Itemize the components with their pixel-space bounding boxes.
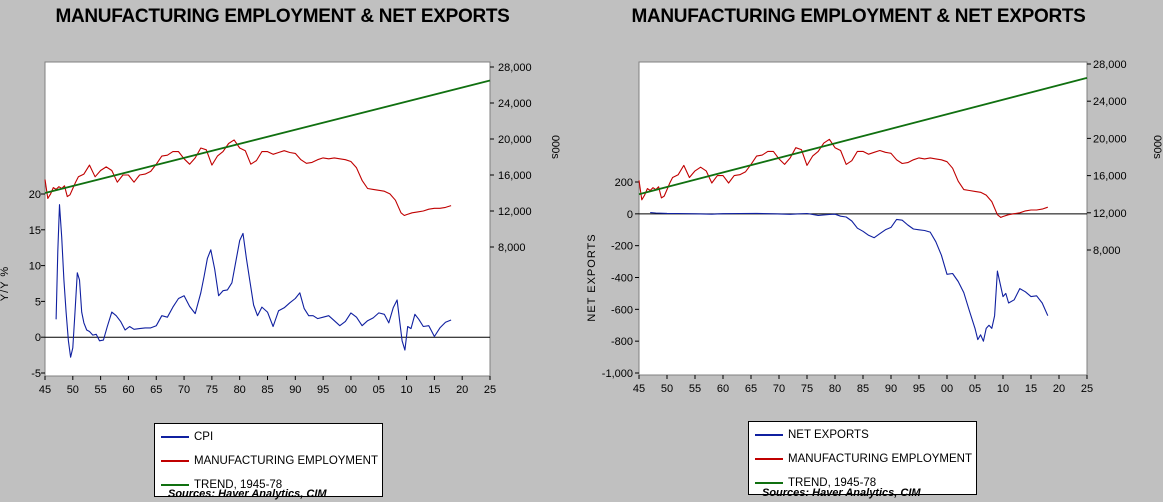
legend-label: TREND, 1945-78 bbox=[788, 477, 877, 489]
y-right-tick-label: 20,000 bbox=[498, 134, 532, 146]
y-left-tick-label: 0 bbox=[627, 209, 633, 221]
y-right-tick-label: 8,000 bbox=[498, 242, 526, 254]
x-tick-label: 00 bbox=[345, 384, 357, 396]
y-right-tick-label: 8,000 bbox=[1093, 245, 1121, 257]
x-tick-label: 75 bbox=[206, 384, 218, 396]
source-note: Sources: Haver Analytics, CIM bbox=[168, 488, 327, 500]
x-tick-label: 60 bbox=[717, 383, 729, 395]
legend-label: CPI bbox=[194, 431, 214, 443]
series-line-trend-1945-78 bbox=[44, 79, 491, 194]
plot-area bbox=[44, 61, 491, 377]
y-left-tick-label: 200 bbox=[615, 177, 633, 189]
y-right-tick-label: 24,000 bbox=[1093, 96, 1127, 108]
x-tick-label: 65 bbox=[150, 384, 162, 396]
series-line-manufacturing-employment bbox=[638, 138, 1048, 218]
x-tick-label: 05 bbox=[969, 383, 981, 395]
x-tick-label: 15 bbox=[1025, 383, 1037, 395]
x-tick-label: 95 bbox=[913, 383, 925, 395]
x-tick-label: 25 bbox=[1081, 383, 1093, 395]
y-left-axis-label: Y/Y % bbox=[0, 266, 11, 301]
x-tick-label: 85 bbox=[261, 384, 273, 396]
chart-panel-right: MANUFACTURING EMPLOYMENT & NET EXPORTS 4… bbox=[582, 0, 1163, 502]
series-line-trend-1945-78 bbox=[638, 77, 1088, 196]
legend-swatch bbox=[161, 484, 189, 486]
chart-title: MANUFACTURING EMPLOYMENT & NET EXPORTS bbox=[631, 6, 1086, 27]
x-tick-label: 05 bbox=[373, 384, 385, 396]
x-tick-label: 85 bbox=[857, 383, 869, 395]
y-left-tick-label: 20 bbox=[29, 189, 41, 201]
y-left-tick-label: -1,000 bbox=[602, 368, 633, 380]
y-right-axis-label: 000s bbox=[1151, 135, 1163, 159]
x-tick-label: 55 bbox=[95, 384, 107, 396]
legend-left: CPI MANUFACTURING EMPLOYMENT TREND, 1945… bbox=[154, 423, 383, 497]
x-tick-label: 75 bbox=[801, 383, 813, 395]
x-tick-label: 70 bbox=[178, 384, 190, 396]
x-tick-label: 55 bbox=[689, 383, 701, 395]
y-left-tick-label: -400 bbox=[611, 273, 633, 285]
x-tick-label: 00 bbox=[941, 383, 953, 395]
y-right-tick-label: 16,000 bbox=[498, 170, 532, 182]
legend-item-manufacturing-employment: MANUFACTURING EMPLOYMENT bbox=[161, 454, 378, 468]
source-note: Sources: Haver Analytics, CIM bbox=[762, 487, 921, 499]
y-right-tick-label: 12,000 bbox=[498, 206, 532, 218]
chart-title: MANUFACTURING EMPLOYMENT & NET EXPORTS bbox=[55, 6, 510, 27]
x-tick-label: 80 bbox=[829, 383, 841, 395]
plot-area bbox=[638, 61, 1088, 376]
x-tick-label: 10 bbox=[997, 383, 1009, 395]
y-left-tick-label: -5 bbox=[31, 368, 41, 380]
x-tick-label: 45 bbox=[39, 384, 51, 396]
y-right-tick-label: 24,000 bbox=[498, 98, 532, 110]
legend-item-trend: TREND, 1945-78 bbox=[755, 476, 876, 490]
y-left-tick-label: 5 bbox=[35, 296, 41, 308]
x-tick-label: 65 bbox=[745, 383, 757, 395]
x-tick-label: 45 bbox=[633, 383, 645, 395]
y-left-tick-label: 10 bbox=[29, 261, 41, 273]
legend-swatch bbox=[755, 482, 783, 484]
x-tick-label: 20 bbox=[1053, 383, 1065, 395]
y-left-tick-label: 15 bbox=[29, 225, 41, 237]
x-tick-label: 20 bbox=[456, 384, 468, 396]
legend-right: NET EXPORTS MANUFACTURING EMPLOYMENT TRE… bbox=[748, 421, 977, 495]
y-left-tick-label: -800 bbox=[611, 336, 633, 348]
legend-label: NET EXPORTS bbox=[788, 429, 869, 441]
x-tick-label: 80 bbox=[234, 384, 246, 396]
legend-item-manufacturing-employment: MANUFACTURING EMPLOYMENT bbox=[755, 452, 972, 466]
y-right-tick-label: 28,000 bbox=[498, 62, 532, 74]
x-tick-label: 50 bbox=[67, 384, 79, 396]
legend-label: TREND, 1945-78 bbox=[194, 479, 283, 491]
chart-svg-left: 45 50 55 60 65 70 75 80 85 90 95 00 05 10 15 20 25-50510… bbox=[0, 61, 561, 396]
series-line-manufacturing-employment bbox=[44, 139, 452, 217]
legend-swatch bbox=[755, 434, 783, 436]
x-tick-label: 60 bbox=[122, 384, 134, 396]
legend-swatch bbox=[161, 436, 189, 438]
x-tick-label: 90 bbox=[885, 383, 897, 395]
x-tick-label: 90 bbox=[289, 384, 301, 396]
y-left-tick-label: 0 bbox=[35, 332, 41, 344]
legend-swatch bbox=[755, 458, 783, 460]
legend-label: MANUFACTURING EMPLOYMENT bbox=[194, 455, 379, 467]
y-left-tick-label: -200 bbox=[611, 241, 633, 253]
legend-label: MANUFACTURING EMPLOYMENT bbox=[788, 453, 973, 465]
chart-panel-left: MANUFACTURING EMPLOYMENT & NET EXPORTS 4… bbox=[0, 0, 581, 502]
legend-item-cpi: CPI bbox=[161, 430, 213, 444]
chart-svg-right: 45 50 55 60 65 70 75 80 85 90 95 00 05 10 15 20 25 -1,000… bbox=[586, 59, 1163, 395]
x-tick-label: 15 bbox=[428, 384, 440, 396]
x-tick-label: 95 bbox=[317, 384, 329, 396]
y-right-tick-label: 20,000 bbox=[1093, 133, 1127, 145]
y-right-tick-label: 28,000 bbox=[1093, 59, 1127, 71]
legend-swatch bbox=[161, 460, 189, 462]
y-right-tick-label: 16,000 bbox=[1093, 171, 1127, 183]
series-line-net-exports bbox=[650, 212, 1049, 342]
x-tick-label: 25 bbox=[484, 384, 496, 396]
x-tick-label: 50 bbox=[661, 383, 673, 395]
series-line-cpi bbox=[55, 204, 452, 358]
y-right-axis-label: 000s bbox=[549, 135, 561, 159]
y-right-tick-label: 12,000 bbox=[1093, 208, 1127, 220]
y-left-tick-label: -600 bbox=[611, 304, 633, 316]
legend-item-trend: TREND, 1945-78 bbox=[161, 478, 282, 492]
y-left-axis-label: NET EXPORTS bbox=[586, 233, 598, 321]
x-tick-label: 70 bbox=[773, 383, 785, 395]
x-tick-label: 10 bbox=[400, 384, 412, 396]
legend-item-net-exports: NET EXPORTS bbox=[755, 428, 869, 442]
